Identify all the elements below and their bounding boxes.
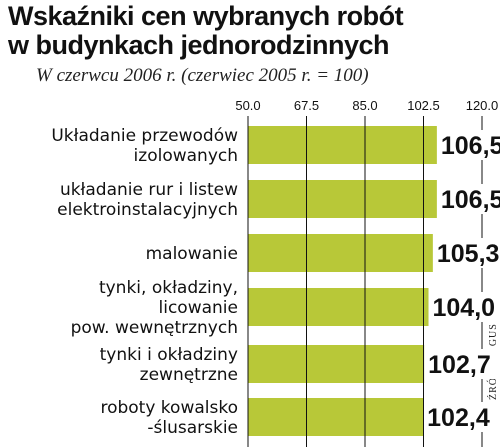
chart-subtitle: W czerwcu 2006 r. (czerwiec 2005 r. = 10…: [36, 65, 369, 86]
bar: [248, 345, 425, 383]
value-label: 104,0: [433, 294, 496, 322]
value-label-bg: [425, 402, 496, 432]
title-line-2: w budynkach jednorodzinnych: [8, 30, 390, 60]
category-label: układanie rur i listew: [60, 180, 238, 200]
category-label: tynki, okładziny,: [99, 278, 238, 298]
tick-label: 67.5: [294, 98, 319, 113]
tick-label: 50.0: [235, 98, 260, 113]
value-label-bg: [434, 238, 500, 268]
bar: [248, 126, 437, 164]
tick-label: 85.0: [352, 98, 377, 113]
value-label-bg: [438, 130, 500, 160]
value-label-bg: [426, 349, 497, 379]
value-label-bg: [438, 184, 500, 214]
category-label: zewnętrzne: [140, 365, 238, 385]
chart-title: Wskaźniki cen wybranych robót w budynkac…: [8, 2, 478, 60]
bar: [248, 288, 429, 326]
tick-label: 120.0: [466, 98, 499, 113]
value-label: 106,5: [441, 186, 500, 214]
value-label-bg: [430, 292, 500, 322]
category-label: Układanie przewodów: [51, 126, 238, 146]
category-label: licowanie: [159, 298, 238, 318]
bar: [248, 398, 424, 436]
category-label: pow. wewnętrznych: [71, 318, 238, 338]
value-label: 102,7: [428, 351, 491, 379]
tick-label: 102.5: [407, 98, 440, 113]
value-label: 106,5: [441, 132, 500, 160]
category-label: elektroinstalacyjnych: [57, 200, 238, 220]
bar: [248, 234, 433, 272]
bar: [248, 180, 437, 218]
category-label: izolowanych: [134, 146, 238, 166]
category-label: roboty kowalsko: [100, 398, 238, 418]
category-label: -ślusarskie: [147, 418, 238, 438]
title-line-1: Wskaźniki cen wybranych robót: [8, 1, 404, 31]
value-label: 105,3: [437, 240, 500, 268]
category-label: tynki i okładziny: [100, 345, 238, 365]
category-label: malowanie: [146, 244, 238, 264]
value-label: 102,4: [427, 404, 490, 432]
